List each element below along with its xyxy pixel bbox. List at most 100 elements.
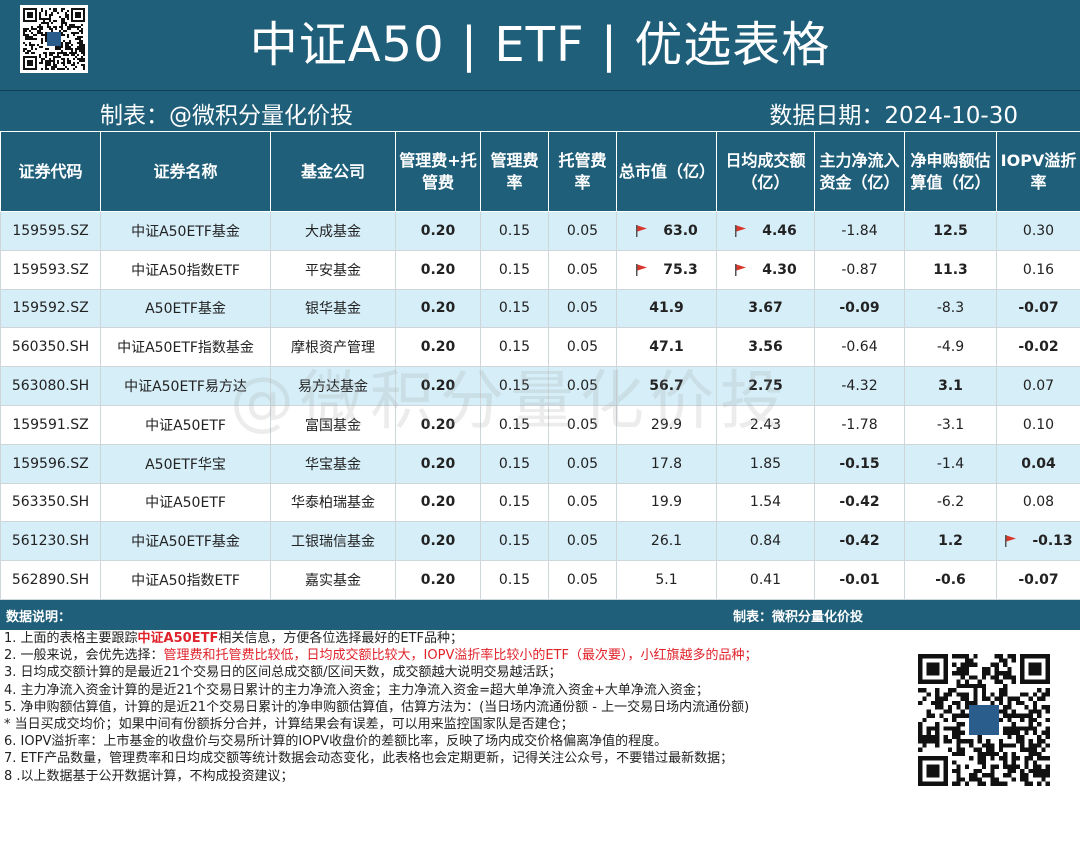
cell-value: -0.02 [1018,339,1059,356]
cell-name: 中证A50指数ETF [100,249,271,290]
cell-value: 中证A50ETF基金 [131,534,240,551]
table-row: 159593.SZ 中证A50指数ETF 平安基金 0.20 0.15 0.05 75.3 4… [0,249,1080,290]
cell-value: 0.15 [498,222,531,239]
cell-mgmt-fee: 0.15 [480,404,549,445]
header-col-total-fee: 管理费+托管费 [395,131,481,212]
cell-name: 中证A50ETF [100,482,271,523]
cell-net-subs: -6.2 [904,482,997,523]
cell-value: 0.07 [1022,378,1055,395]
cell-turnover: 0.41 [716,560,815,600]
cell-value: 11.3 [933,261,968,278]
cell-value: 富国基金 [305,417,361,434]
table-body: 159595.SZ 中证A50ETF基金 大成基金 0.20 0.15 0.05 63.0 4… [0,211,1080,600]
cell-mkt-cap: 75.3 [616,249,717,290]
header-col-net-inflow: 主力净流入资金（亿） [814,131,905,212]
cell-name: 中证A50ETF基金 [100,211,271,251]
cell-code: 560350.SH [0,327,101,368]
cell-net-inflow: -1.78 [814,404,905,445]
cell-net-subs: 1.2 [904,521,997,562]
cell-value: -0.6 [935,572,966,589]
cell-code: 159593.SZ [0,249,101,290]
cell-custody-fee: 0.05 [548,366,617,406]
cell-value: 0.20 [420,494,456,511]
cell-net-inflow: -1.84 [814,211,905,251]
cell-value: 中证A50ETF [145,495,226,512]
cell-value: 中证A50ETF易方达 [124,379,247,396]
table-header-row: 证券代码 证券名称 基金公司 管理费+托管费 管理费率 托管费率 总市值（亿） 日均成交额（亿… [0,131,1080,212]
subtitle-bar: 制表：@微积分量化价投 数据日期：2024-10-30 [0,91,1080,131]
cell-value: 0.04 [1021,455,1056,472]
cell-value: 0.05 [566,222,599,239]
cell-value: 0.05 [566,494,599,511]
notes-list: 1. 上面的表格主要跟踪中证A50ETF相关信息，方便各位选择最好的ETF品种；… [4,630,904,785]
cell-value: 2.75 [748,378,783,395]
table-row: 560350.SH 中证A50ETF指数基金 摩根资产管理 0.20 0.15 0.05 4… [0,327,1080,368]
cell-net-subs: -3.1 [904,404,997,445]
note-item: 4. 主力净流入资金计算的是近21个交易日累计的主力净流入资金；主力净流入资金=… [4,682,709,698]
cell-value: -0.13 [1032,533,1073,550]
cell-value: -4.32 [841,378,878,395]
cell-mgmt-fee: 0.15 [480,288,549,329]
cell-company: 华泰柏瑞基金 [270,482,396,523]
cell-value: 41.9 [649,300,684,317]
cell-mgmt-fee: 0.15 [480,560,549,600]
cell-value: 0.15 [498,494,531,511]
cell-value: 0.10 [1022,416,1055,433]
cell-turnover: 3.67 [716,288,815,329]
cell-mkt-cap: 29.9 [616,404,717,445]
note-text: 2. 一般来说，会优先选择： [4,648,164,664]
cell-value: 4.30 [762,261,797,278]
cell-mgmt-fee: 0.15 [480,211,549,251]
cell-value: 0.05 [566,378,599,395]
cell-value: 0.15 [498,300,531,317]
cell-value: 0.15 [498,533,531,550]
cell-mkt-cap: 19.9 [616,482,717,523]
cell-value: 0.15 [498,261,531,278]
note-text: 相关信息，方便各位选择最好的ETF品种； [218,631,463,646]
cell-value: 0.41 [749,572,782,589]
cell-value: 159591.SZ [12,416,89,433]
qr-code-icon [23,8,85,70]
cell-value: 26.1 [650,533,683,550]
cell-value: 5.1 [655,572,678,589]
cell-value: -0.42 [839,494,880,511]
cell-code: 159592.SZ [0,288,101,329]
cell-value: 华宝基金 [305,456,361,473]
cell-mgmt-fee: 0.15 [480,327,549,368]
red-flag-icon [735,224,747,237]
cell-value: -8.3 [936,300,965,317]
cell-value: 0.20 [420,222,456,239]
cell-value: 0.05 [566,261,599,278]
cell-mkt-cap: 41.9 [616,288,717,329]
cell-total-fee: 0.20 [395,211,481,251]
cell-value: 0.05 [566,455,599,472]
cell-net-subs: -4.9 [904,327,997,368]
cell-value: 159595.SZ [12,222,89,239]
cell-company: 摩根资产管理 [270,327,396,368]
page-title: 中证A50 | ETF | 优选表格 [249,17,831,73]
notes-bar: 数据说明： 制表：微积分量化价投 [0,600,1080,630]
note-item: 3. 日均成交额计算的是最近21个交易日的区间总成交额/区间天数，成交额越大说明… [4,665,562,681]
cell-custody-fee: 0.05 [548,560,617,600]
cell-value: -4.9 [936,339,965,356]
cell-name: A50ETF华宝 [100,443,271,484]
cell-total-fee: 0.20 [395,366,481,406]
cell-total-fee: 0.20 [395,288,481,329]
note-item: 6. IOPV溢折率：上市基金的收盘价与交易所计算的IOPV收盘价的差额比率，反… [4,734,668,750]
cell-code: 159595.SZ [0,211,101,251]
cell-name: 中证A50ETF基金 [100,521,271,562]
cell-total-fee: 0.20 [395,327,481,368]
cell-custody-fee: 0.05 [548,521,617,562]
cell-turnover: 1.85 [716,443,815,484]
cell-value: 560350.SH [11,339,90,356]
cell-mkt-cap: 63.0 [616,211,717,251]
cell-value: 1.54 [749,494,782,511]
cell-value: 0.05 [566,300,599,317]
cell-value: 159596.SZ [12,455,89,472]
cell-code: 563350.SH [0,482,101,523]
cell-turnover: 0.84 [716,521,815,562]
cell-value: 中证A50ETF指数基金 [117,340,254,357]
cell-value: 摩根资产管理 [291,340,375,357]
table-row: 563080.SH 中证A50ETF易方达 易方达基金 0.20 0.15 0.05 56.… [0,366,1080,406]
cell-value: 3.67 [748,300,783,317]
